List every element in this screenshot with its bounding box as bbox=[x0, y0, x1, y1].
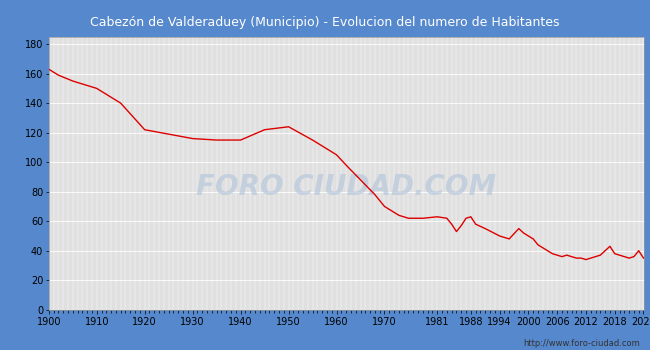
Text: FORO CIUDAD.COM: FORO CIUDAD.COM bbox=[196, 173, 496, 201]
Text: http://www.foro-ciudad.com: http://www.foro-ciudad.com bbox=[523, 339, 640, 348]
Text: Cabezón de Valderaduey (Municipio) - Evolucion del numero de Habitantes: Cabezón de Valderaduey (Municipio) - Evo… bbox=[90, 16, 560, 29]
